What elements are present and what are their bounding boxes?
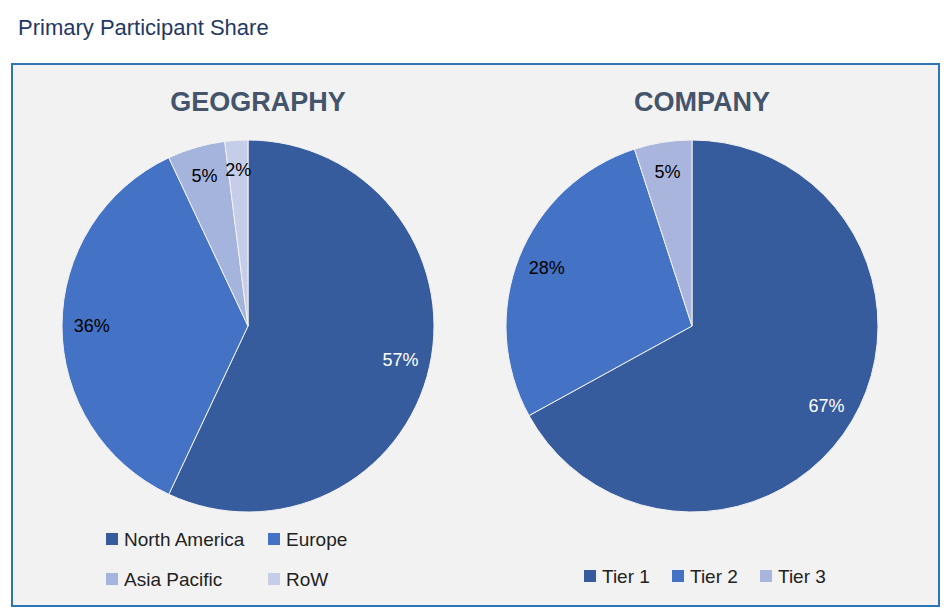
chart-title: COMPANY <box>634 87 770 117</box>
data-label: 2% <box>225 160 251 180</box>
data-label: 5% <box>655 162 681 182</box>
legend: North America Europe Asia Pacific RoW <box>106 529 347 590</box>
data-label: 57% <box>382 350 418 370</box>
chart-title: GEOGRAPHY <box>170 87 346 117</box>
pie-slice <box>635 140 692 326</box>
legend-label: Tier 2 <box>690 566 738 587</box>
legend-swatch <box>268 533 280 545</box>
pie-chart: COMPANY 67% 28% 5% Tier 1 Tier 2 Tier 3 <box>506 87 878 587</box>
pie-chart: GEOGRAPHY 57% 36% 5% 2% North America Europe As… <box>62 87 434 590</box>
legend: Tier 1 Tier 2 Tier 3 <box>584 566 826 587</box>
data-label: 5% <box>191 166 217 186</box>
chart-frame <box>12 64 939 606</box>
legend-label: North America <box>124 529 245 550</box>
page-title: Primary Participant Share <box>18 15 269 40</box>
legend-label: RoW <box>286 569 328 590</box>
legend-label: Tier 3 <box>778 566 826 587</box>
legend-swatch <box>584 570 596 582</box>
page: Primary Participant Share GEOGRAPHY 57% 36%… <box>0 0 952 610</box>
legend-swatch <box>760 570 772 582</box>
legend-label: Asia Pacific <box>124 569 222 590</box>
legend-label: Tier 1 <box>602 566 650 587</box>
data-label: 67% <box>808 396 844 416</box>
data-label: 28% <box>529 258 565 278</box>
legend-swatch <box>106 573 118 585</box>
legend-label: Europe <box>286 529 347 550</box>
data-label: 36% <box>74 316 110 336</box>
legend-swatch <box>672 570 684 582</box>
legend-swatch <box>106 533 118 545</box>
legend-swatch <box>268 573 280 585</box>
